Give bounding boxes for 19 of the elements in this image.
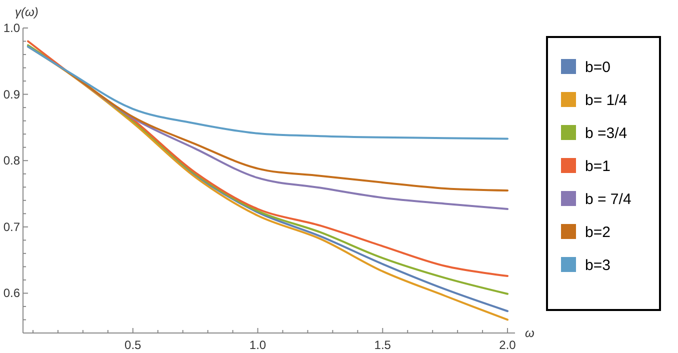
x-axis-title: ω <box>525 326 534 340</box>
y-tick-label: 1.0 <box>3 21 20 35</box>
legend-label: b=1 <box>585 158 610 175</box>
x-tick-label: 0.5 <box>124 338 142 352</box>
y-tick-label: 0.6 <box>3 286 20 300</box>
legend-label: b = 7/4 <box>585 191 632 208</box>
y-tick-label: 0.7 <box>3 220 20 234</box>
x-tick-label: 1.5 <box>374 338 392 352</box>
legend-label: b=2 <box>585 224 610 241</box>
x-tick-label: 1.0 <box>249 338 266 352</box>
y-tick-label: 0.9 <box>3 87 20 102</box>
x-tick-label: 2.0 <box>499 338 516 352</box>
legend-label: b=0 <box>585 59 610 76</box>
y-axis-title: γ(ω) <box>15 5 38 19</box>
y-tick-label: 0.8 <box>3 154 20 168</box>
legend-label: b=3 <box>585 257 610 274</box>
line-series <box>26 46 509 140</box>
legend-label: b= 1/4 <box>585 92 628 109</box>
legend-label: b =3/4 <box>585 125 628 142</box>
